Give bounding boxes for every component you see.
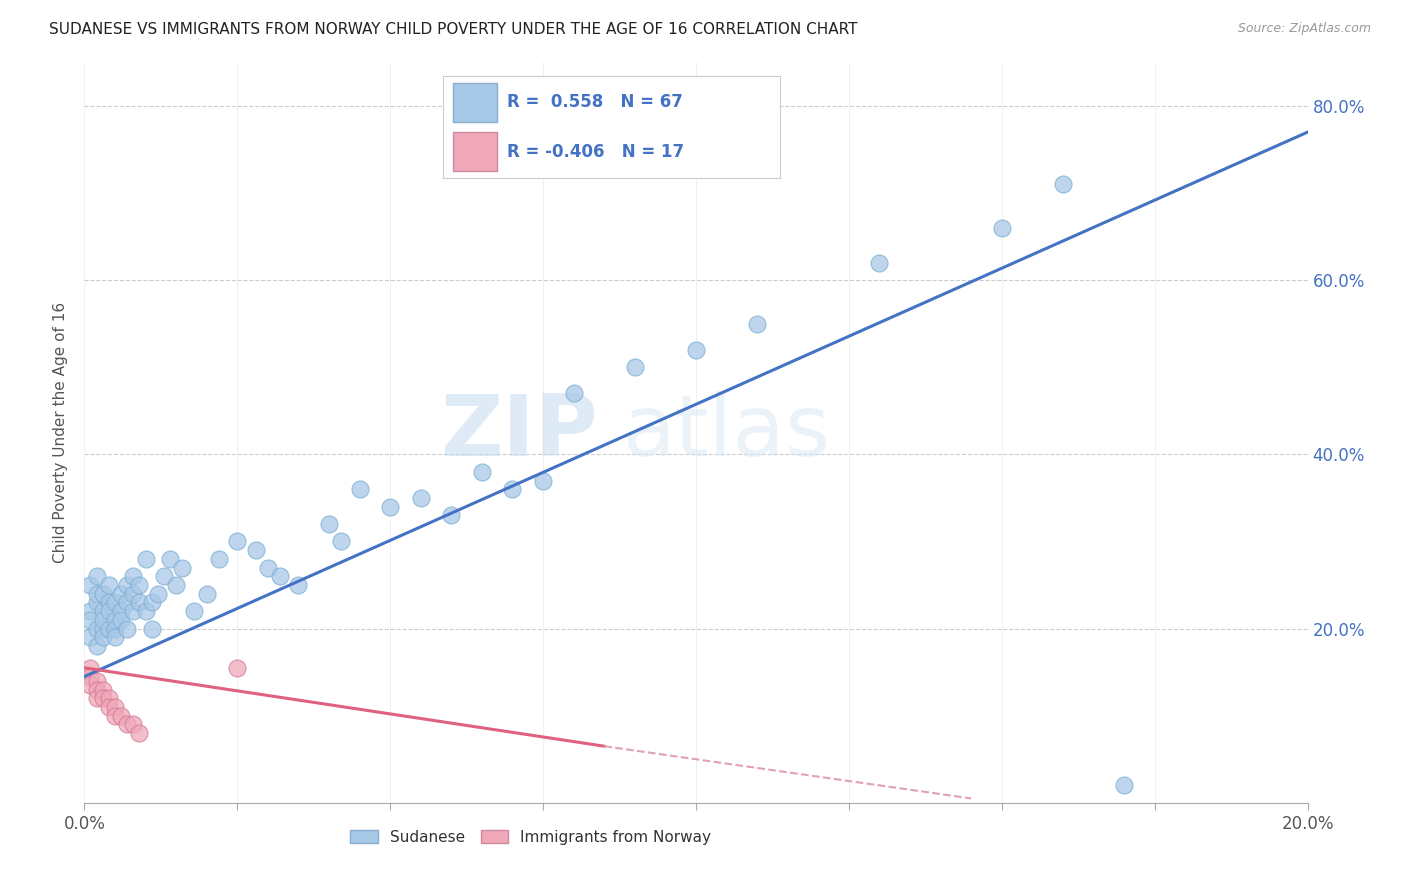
Point: [86, 691, 108, 706]
Point: [318, 517, 340, 532]
Point: [1114, 778, 1136, 792]
Point: [141, 622, 163, 636]
Point: [91, 587, 114, 601]
Point: [122, 717, 145, 731]
FancyBboxPatch shape: [453, 83, 496, 122]
Point: [128, 595, 150, 609]
Point: [110, 613, 132, 627]
Point: [104, 708, 127, 723]
Point: [115, 595, 138, 609]
FancyBboxPatch shape: [453, 132, 496, 171]
Point: [531, 474, 554, 488]
Point: [104, 595, 127, 609]
Point: [471, 465, 494, 479]
Point: [79, 578, 101, 592]
Point: [97, 622, 120, 636]
Point: [146, 587, 169, 601]
Point: [110, 587, 132, 601]
Point: [624, 360, 647, 375]
Point: [380, 500, 402, 514]
Point: [79, 669, 101, 683]
Point: [115, 578, 138, 592]
Point: [153, 569, 176, 583]
Point: [122, 604, 145, 618]
Point: [869, 256, 891, 270]
Point: [226, 534, 249, 549]
Text: SUDANESE VS IMMIGRANTS FROM NORWAY CHILD POVERTY UNDER THE AGE OF 16 CORRELATION: SUDANESE VS IMMIGRANTS FROM NORWAY CHILD…: [49, 22, 858, 37]
Point: [86, 587, 108, 601]
Point: [330, 534, 353, 549]
Point: [86, 639, 108, 653]
Point: [257, 560, 280, 574]
Point: [97, 700, 120, 714]
Y-axis label: Child Poverty Under the Age of 16: Child Poverty Under the Age of 16: [53, 302, 69, 563]
Point: [135, 604, 157, 618]
Text: atlas: atlas: [623, 391, 831, 475]
Point: [115, 622, 138, 636]
Point: [349, 482, 371, 496]
Point: [97, 578, 120, 592]
Point: [747, 317, 769, 331]
Point: [91, 622, 114, 636]
Point: [991, 221, 1014, 235]
Point: [685, 343, 707, 357]
Point: [122, 587, 145, 601]
Point: [86, 673, 108, 688]
Point: [409, 491, 432, 505]
Point: [104, 630, 127, 644]
Point: [110, 604, 132, 618]
Point: [86, 595, 108, 609]
Point: [97, 595, 120, 609]
Point: [104, 622, 127, 636]
Point: [91, 604, 114, 618]
Point: [208, 552, 231, 566]
Point: [91, 682, 114, 697]
Point: [115, 717, 138, 731]
Text: Source: ZipAtlas.com: Source: ZipAtlas.com: [1237, 22, 1371, 36]
Point: [165, 578, 187, 592]
Point: [141, 595, 163, 609]
Point: [104, 700, 127, 714]
Point: [86, 682, 108, 697]
Point: [91, 691, 114, 706]
Point: [226, 661, 249, 675]
Point: [91, 630, 114, 644]
Point: [91, 613, 114, 627]
Point: [128, 726, 150, 740]
Point: [122, 569, 145, 583]
Point: [79, 613, 101, 627]
Point: [97, 691, 120, 706]
Point: [110, 708, 132, 723]
Point: [287, 578, 309, 592]
Point: [502, 482, 524, 496]
Text: R = -0.406   N = 17: R = -0.406 N = 17: [508, 143, 685, 161]
Point: [86, 622, 108, 636]
Point: [79, 604, 101, 618]
Text: ZIP: ZIP: [440, 391, 598, 475]
Point: [104, 613, 127, 627]
Point: [562, 386, 585, 401]
Point: [195, 587, 218, 601]
Point: [269, 569, 291, 583]
Point: [172, 560, 194, 574]
Point: [79, 678, 101, 692]
Point: [97, 604, 120, 618]
Point: [440, 508, 463, 523]
Point: [245, 543, 267, 558]
Point: [79, 661, 101, 675]
Text: R =  0.558   N = 67: R = 0.558 N = 67: [508, 94, 683, 112]
Point: [128, 578, 150, 592]
Point: [1052, 178, 1074, 192]
Point: [183, 604, 205, 618]
Legend: Sudanese, Immigrants from Norway: Sudanese, Immigrants from Norway: [344, 823, 717, 851]
Point: [159, 552, 181, 566]
Point: [86, 569, 108, 583]
Point: [79, 630, 101, 644]
Point: [135, 552, 157, 566]
